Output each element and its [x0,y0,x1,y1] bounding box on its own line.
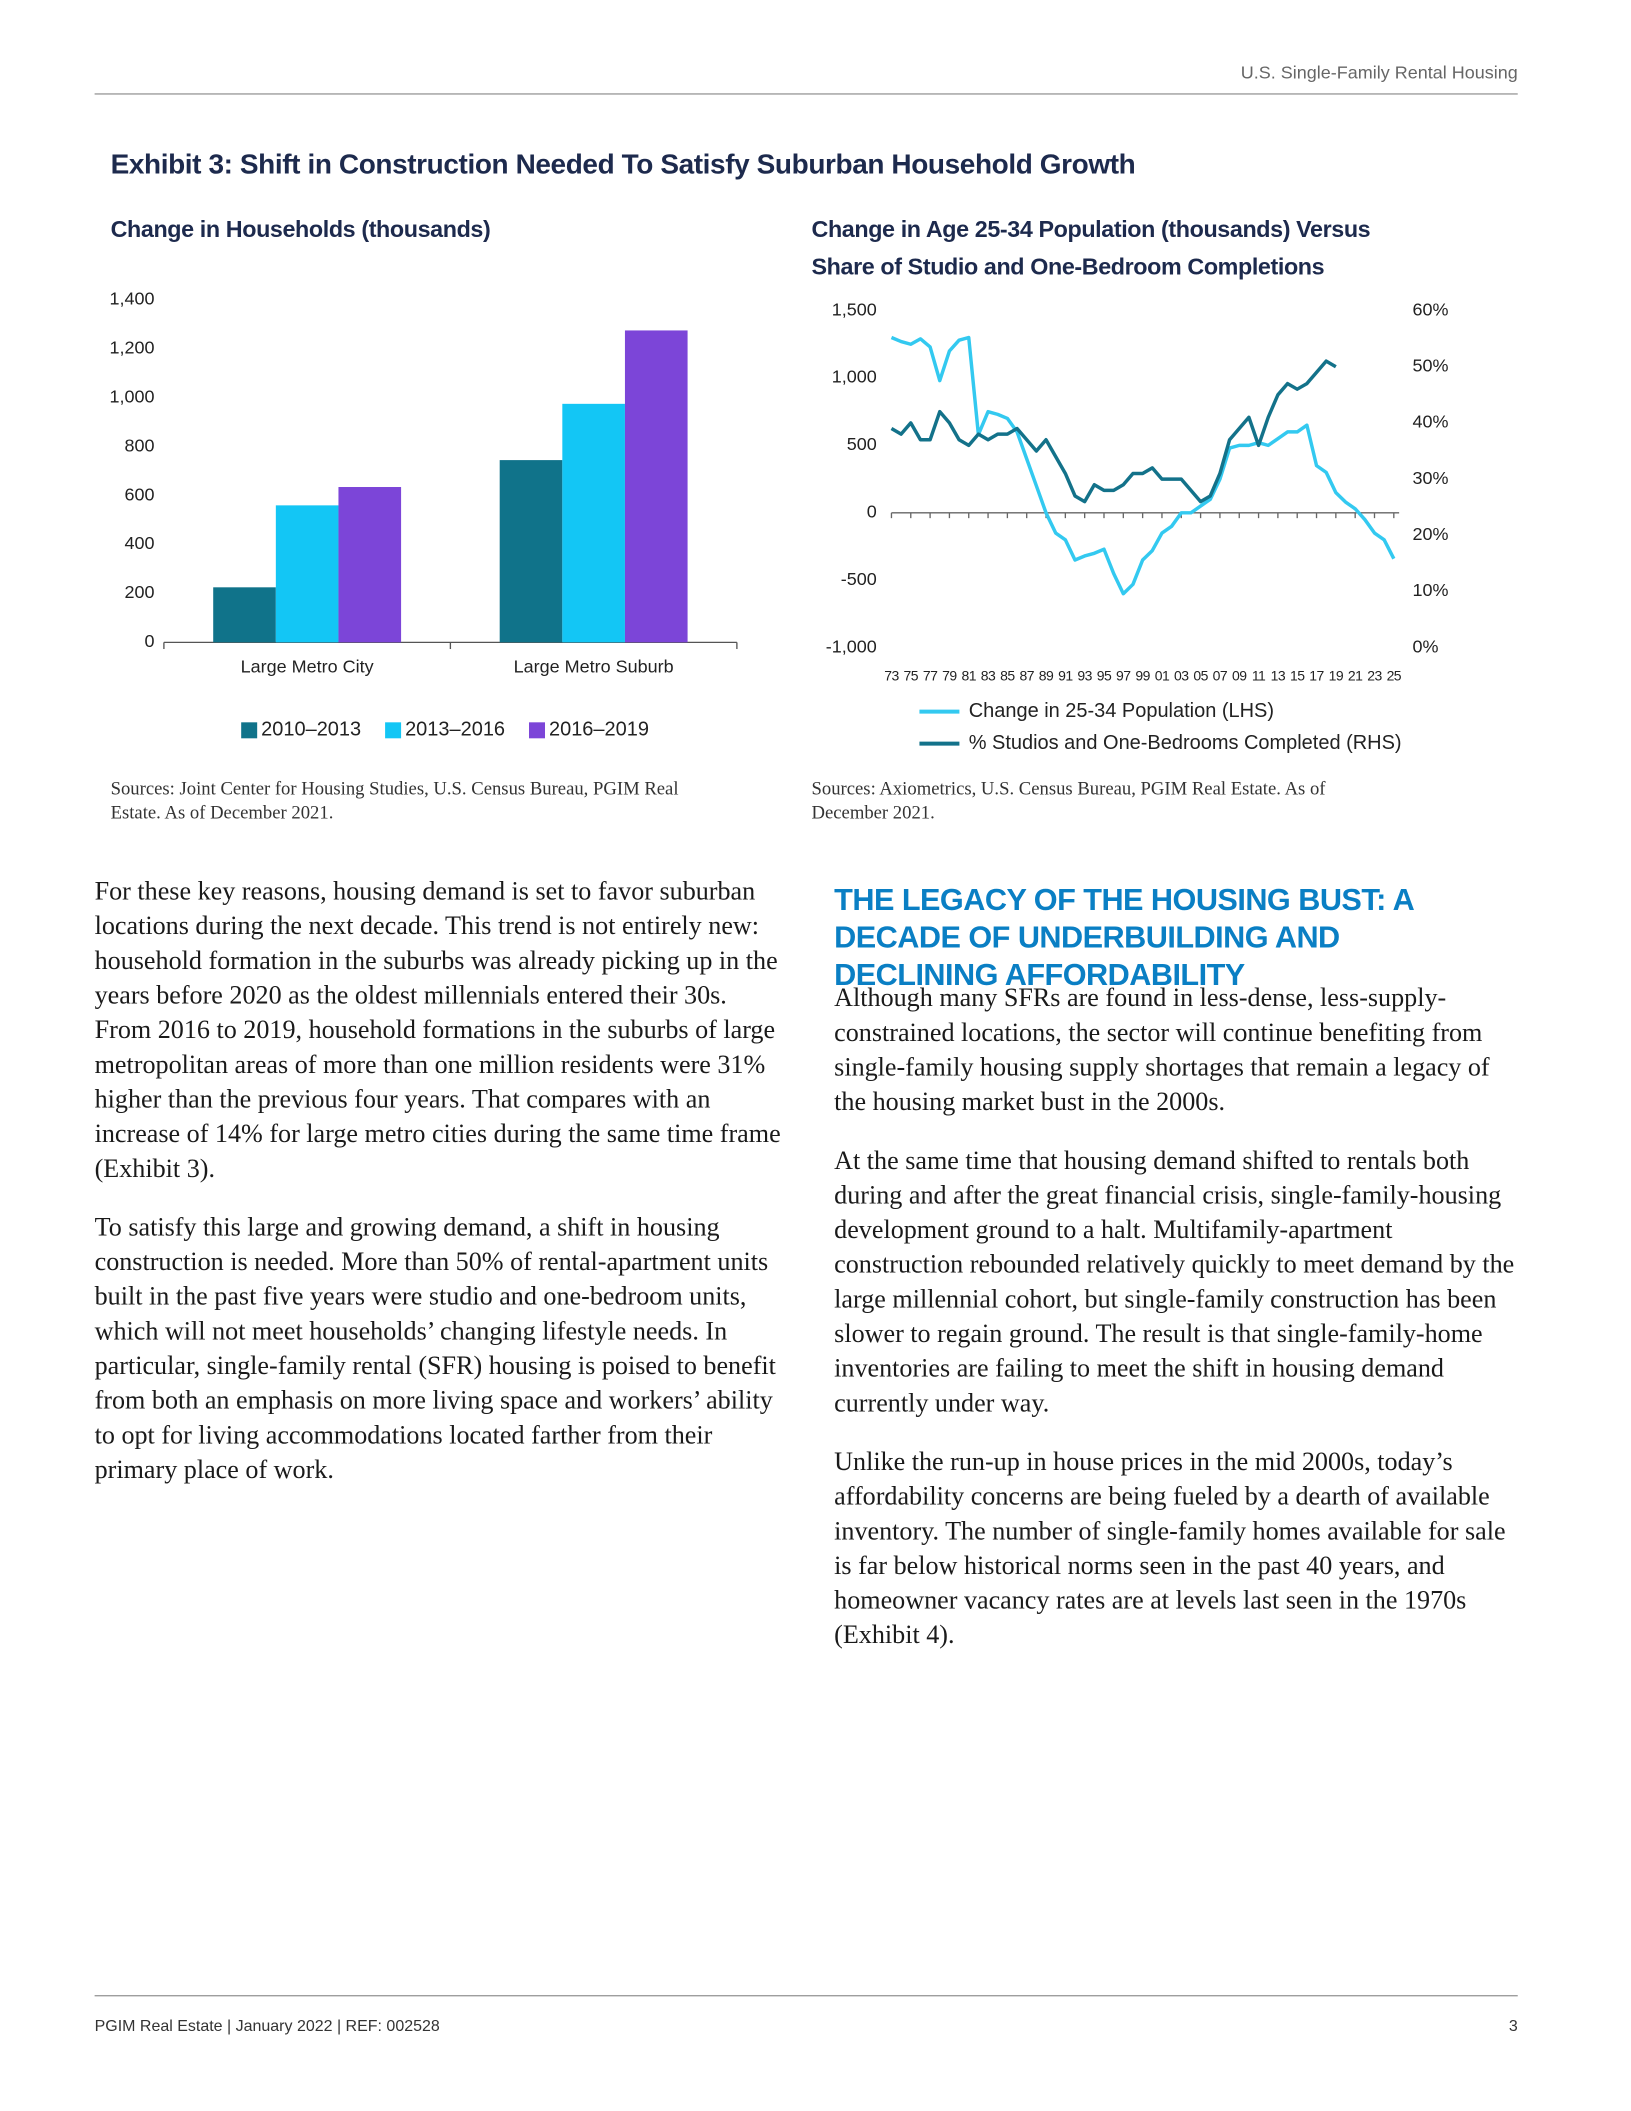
x-tick-label: 93 [1077,668,1092,684]
y2-tick-label: 0% [1412,636,1438,656]
chart-source: Sources: Joint Center for Housing Studie… [110,779,679,824]
x-tick-label: 03 [1174,668,1189,684]
x-tick-label: 09 [1232,668,1247,684]
x-tick-label: 17 [1309,668,1324,684]
legend-swatch [529,722,546,739]
footer-text: PGIM Real Estate | January 2022 | REF: 0… [94,2016,440,2036]
x-tick-label: 77 [923,668,938,684]
bar [338,487,402,643]
x-tick-label: 13 [1271,668,1286,684]
x-tick-label: Large Metro Suburb [514,656,674,676]
exhibit-title: Exhibit 3: Shift in Construction Needed … [110,149,1136,180]
x-tick-label: 79 [942,668,957,684]
x-tick-label: 05 [1193,668,1208,684]
chart-title: Change in Age 25-34 Population (thousand… [811,215,1371,280]
chart-source: Sources: Axiometrics, U.S. Census Bureau… [811,779,1326,824]
paragraph: Unlike the run-up in house prices in the… [834,1448,1506,1650]
y2-tick-label: 60% [1412,299,1448,319]
x-tick-label: 73 [884,668,899,684]
section-heading: THE LEGACY OF THE HOUSING BUST: A DECADE… [834,882,1414,992]
x-tick-label: 23 [1367,668,1382,684]
legend-label: % Studios and One-Bedrooms Completed (RH… [969,732,1402,754]
x-tick-label: 21 [1348,668,1363,684]
y-tick-label: 0 [867,502,877,522]
series-line [890,359,1337,504]
legend-label: 2016–2019 [549,719,649,741]
x-tick-label: 97 [1116,668,1131,684]
x-tick-label: Large Metro City [241,656,374,676]
x-tick-label: 91 [1058,668,1073,684]
y-tick-label: -1,000 [826,636,877,656]
y2-tick-label: 50% [1412,355,1448,375]
paragraph: For these key reasons, housing demand is… [94,878,781,1184]
right-column: Although many SFRs are found in less-den… [834,982,1524,1678]
chart-title: Change in Households (thousands) [110,215,491,243]
left-column: For these key reasons, housing demand is… [95,876,785,1513]
y-tick-label: 800 [125,435,155,455]
bar [624,330,688,643]
x-tick-label: 83 [981,668,996,684]
y-tick-label: 600 [125,484,155,504]
x-tick-label: 95 [1097,668,1112,684]
charts: 0 200 400 600 800 1,000 1,200 1,400 Large Metro … [110,289,1449,754]
x-tick-label: 81 [961,668,976,684]
x-tick-label: 89 [1039,668,1054,684]
y-tick-label: 1,400 [110,289,155,309]
x-tick-label: 11 [1252,668,1266,684]
header-rule [94,93,1518,95]
x-tick-label: 19 [1329,668,1344,684]
y2-tick-label: 20% [1412,524,1448,544]
y2-tick-label: 40% [1412,412,1448,432]
x-tick-label: 75 [904,668,919,684]
y-tick-label: 1,000 [110,386,155,406]
x-tick-label: 01 [1155,668,1170,684]
running-title: U.S. Single-Family Rental Housing [1240,62,1518,83]
legend-label: Change in 25-34 Population (LHS) [969,700,1274,722]
bar [499,460,563,643]
paragraph: At the same time that housing demand shi… [834,1147,1515,1418]
y-tick-label: 0 [145,631,155,651]
x-tick-label: 99 [1135,668,1150,684]
bar [275,505,339,643]
paragraph: To satisfy this large and growing demand… [94,1214,776,1485]
footer-rule [94,1995,1518,1997]
page-number: 3 [1508,2016,1518,2036]
legend-label: 2013–2016 [405,719,505,741]
x-tick-label: 25 [1387,668,1402,684]
y-tick-label: -500 [841,569,877,589]
paragraph: Although many SFRs are found in less-den… [834,984,1490,1117]
legend-label: 2010–2013 [261,719,361,741]
y2-tick-label: 30% [1412,468,1448,488]
y-tick-label: 1,200 [110,338,155,358]
y-tick-label: 400 [125,533,155,553]
x-tick-label: 07 [1213,668,1228,684]
y-tick-label: 1,000 [832,367,877,387]
y2-tick-label: 10% [1412,580,1448,600]
bar [213,587,276,643]
legend-swatch [385,722,402,739]
x-tick-label: 85 [1000,668,1015,684]
x-tick-label: 15 [1290,668,1305,684]
y-tick-label: 500 [847,434,877,454]
bar [562,403,625,643]
y-tick-label: 1,500 [832,299,877,319]
series-line [890,335,1396,596]
legend-swatch [241,722,258,739]
x-tick-label: 87 [1019,668,1034,684]
y-tick-label: 200 [125,582,155,602]
